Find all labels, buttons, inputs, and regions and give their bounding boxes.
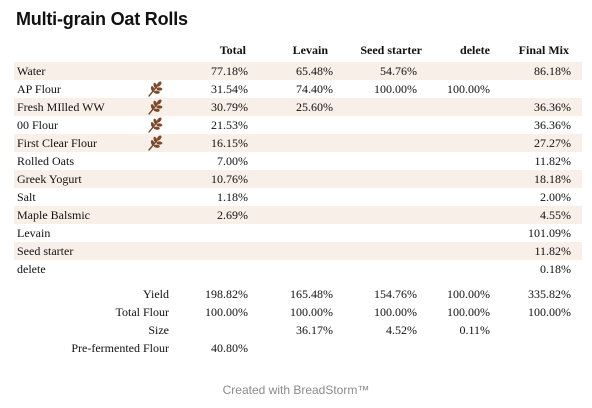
summary-cell-final-mix: 335.82% bbox=[528, 287, 571, 301]
ingredient-name: AP Flour bbox=[17, 82, 61, 96]
column-header-row: Total Levain Seed starter delete Final M… bbox=[0, 42, 592, 58]
summary-cell-levain: 36.17% bbox=[296, 323, 333, 337]
ingredient-name: delete bbox=[17, 262, 46, 276]
wheat-icon bbox=[147, 117, 163, 133]
summary-label: Pre-fermented Flour bbox=[71, 341, 169, 355]
wheat-icon bbox=[147, 135, 163, 151]
cell-final-mix: 36.36% bbox=[534, 100, 571, 114]
column-header-levain: Levain bbox=[292, 43, 328, 57]
summary-row: Size 36.17% 4.52% 0.11% bbox=[14, 321, 582, 339]
ingredient-row: Rolled Oats 7.00% 11.82% bbox=[14, 152, 582, 170]
summary-cell-final-mix: 100.00% bbox=[528, 305, 571, 319]
column-header-seed-starter: Seed starter bbox=[360, 43, 422, 57]
cell-levain: 25.60% bbox=[296, 100, 333, 114]
ingredient-row: Greek Yogurt 10.76% 18.18% bbox=[14, 170, 582, 188]
cell-total: 10.76% bbox=[211, 172, 248, 186]
ingredient-row: Levain 101.09% bbox=[14, 224, 582, 242]
cell-total: 16.15% bbox=[211, 136, 248, 150]
summary-cell-levain: 100.00% bbox=[290, 305, 333, 319]
summary-cell-seed-starter: 154.76% bbox=[374, 287, 417, 301]
summary-row: Yield 198.82% 165.48% 154.76% 100.00% 335.82% bbox=[14, 285, 582, 303]
cell-final-mix: 86.18% bbox=[534, 64, 571, 78]
cell-delete: 100.00% bbox=[447, 82, 490, 96]
cell-seed-starter: 100.00% bbox=[374, 82, 417, 96]
cell-final-mix: 27.27% bbox=[534, 136, 571, 150]
column-header-final-mix: Final Mix bbox=[518, 43, 569, 57]
cell-total: 77.18% bbox=[211, 64, 248, 78]
summary-cell-seed-starter: 100.00% bbox=[374, 305, 417, 319]
cell-total: 31.54% bbox=[211, 82, 248, 96]
summary-cell-delete: 100.00% bbox=[447, 287, 490, 301]
summary-cell-delete: 100.00% bbox=[447, 305, 490, 319]
cell-final-mix: 0.18% bbox=[540, 262, 571, 276]
wheat-icon bbox=[147, 99, 163, 115]
cell-total: 7.00% bbox=[217, 154, 248, 168]
cell-final-mix: 11.82% bbox=[534, 244, 571, 258]
cell-total: 30.79% bbox=[211, 100, 248, 114]
ingredient-row: Seed starter 11.82% bbox=[14, 242, 582, 260]
column-header-total: Total bbox=[219, 43, 246, 57]
ingredient-name: Water bbox=[17, 64, 46, 78]
cell-final-mix: 18.18% bbox=[534, 172, 571, 186]
ingredient-name: First Clear Flour bbox=[17, 136, 97, 150]
cell-total: 2.69% bbox=[217, 208, 248, 222]
cell-final-mix: 11.82% bbox=[534, 154, 571, 168]
ingredient-name: Greek Yogurt bbox=[17, 172, 82, 186]
summary-row: Pre-fermented Flour 40.80% bbox=[14, 339, 582, 357]
summary-label: Total Flour bbox=[115, 305, 170, 319]
ingredient-row: Maple Balsmic 2.69% 4.55% bbox=[14, 206, 582, 224]
ingredient-name: Fresh MIlled WW bbox=[17, 100, 105, 114]
ingredient-name: Rolled Oats bbox=[17, 154, 74, 168]
cell-seed-starter: 54.76% bbox=[380, 64, 417, 78]
cell-final-mix: 4.55% bbox=[540, 208, 571, 222]
ingredient-row: Fresh MIlled WW 30.79% 25.60% 36.36% bbox=[14, 98, 582, 116]
summary-cell-levain: 165.48% bbox=[290, 287, 333, 301]
ingredient-table: Water 77.18% 65.48% 54.76% 86.18% AP Flour 31.… bbox=[14, 62, 582, 278]
summary-table: Yield 198.82% 165.48% 154.76% 100.00% 335.82%… bbox=[14, 285, 582, 357]
ingredient-row: Salt 1.18% 2.00% bbox=[14, 188, 582, 206]
summary-cell-seed-starter: 4.52% bbox=[386, 323, 417, 337]
summary-label: Size bbox=[148, 323, 169, 337]
recipe-title: Multi-grain Oat Rolls bbox=[16, 9, 188, 29]
cell-final-mix: 2.00% bbox=[540, 190, 571, 204]
summary-cell-total: 40.80% bbox=[211, 341, 248, 355]
summary-row: Total Flour 100.00% 100.00% 100.00% 100.00% 1… bbox=[14, 303, 582, 321]
summary-label: Yield bbox=[143, 287, 169, 301]
summary-cell-delete: 0.11% bbox=[459, 323, 490, 337]
ingredient-row: AP Flour 31.54% 74.40% 100.00% 100.00% bbox=[14, 80, 582, 98]
ingredient-name: Seed starter bbox=[17, 244, 74, 258]
ingredient-row: Water 77.18% 65.48% 54.76% 86.18% bbox=[14, 62, 582, 80]
ingredient-name: 00 Flour bbox=[17, 118, 59, 132]
summary-cell-total: 198.82% bbox=[205, 287, 248, 301]
ingredient-row: 00 Flour 21.53% 36.36% bbox=[14, 116, 582, 134]
cell-total: 1.18% bbox=[217, 190, 248, 204]
column-header-delete: delete bbox=[460, 43, 490, 57]
cell-levain: 65.48% bbox=[296, 64, 333, 78]
summary-cell-total: 100.00% bbox=[205, 305, 248, 319]
cell-levain: 74.40% bbox=[296, 82, 333, 96]
cell-total: 21.53% bbox=[211, 118, 248, 132]
ingredient-name: Maple Balsmic bbox=[17, 208, 90, 222]
cell-final-mix: 36.36% bbox=[534, 118, 571, 132]
ingredient-name: Levain bbox=[17, 226, 51, 240]
ingredient-name: Salt bbox=[17, 190, 36, 204]
ingredient-row: First Clear Flour 16.15% 27.27% bbox=[14, 134, 582, 152]
ingredient-row: delete 0.18% bbox=[14, 260, 582, 278]
cell-final-mix: 101.09% bbox=[528, 226, 571, 240]
footer-credit: Created with BreadStorm™ bbox=[222, 383, 370, 397]
wheat-icon bbox=[147, 81, 163, 97]
